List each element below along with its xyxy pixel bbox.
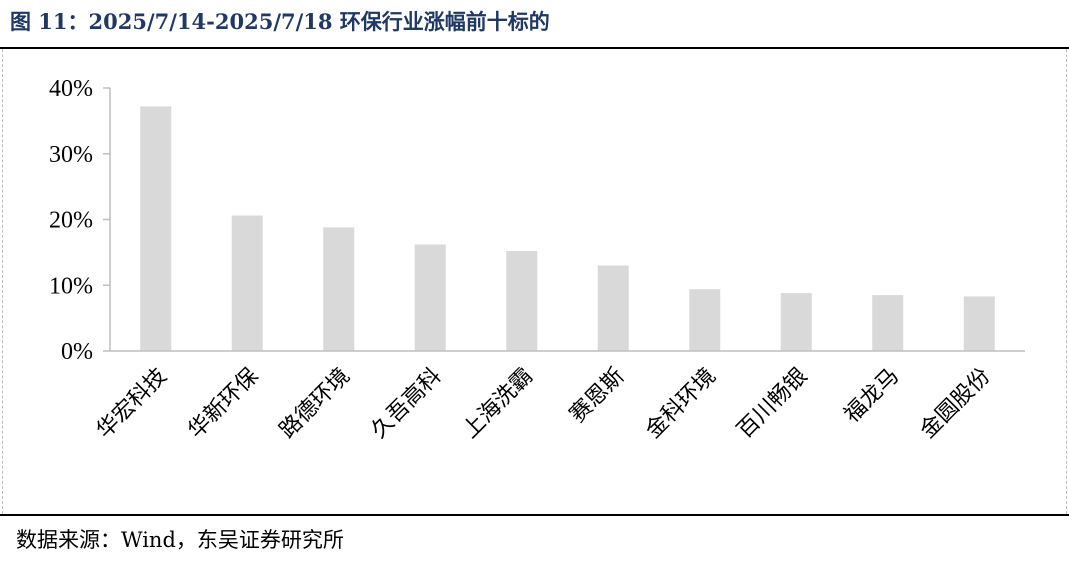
x-category-label: 赛恩斯 xyxy=(565,364,629,428)
bar xyxy=(323,227,355,351)
right-border xyxy=(1066,49,1067,514)
y-tick-label: 0% xyxy=(61,339,93,365)
top-rule xyxy=(0,47,1069,49)
bottom-rule xyxy=(0,514,1069,516)
bar xyxy=(231,215,263,351)
x-category-label: 路德环境 xyxy=(275,364,355,444)
bar xyxy=(872,295,904,351)
x-category-label: 金圆股份 xyxy=(916,364,996,444)
x-category-label: 金科环境 xyxy=(641,364,721,444)
bar xyxy=(414,244,446,351)
y-tick-label: 20% xyxy=(49,208,93,234)
y-tick-label: 30% xyxy=(49,142,93,168)
x-axis: 华宏科技 华新环保 路德环境 久吾高科 上海洗霸 赛恩斯 金科环境 百川畅银 福龙马 金圆股份 xyxy=(92,350,1025,444)
left-border xyxy=(2,49,3,514)
bar-chart: 0% 10% 20% 30% 40% 华宏科技 华新环保 路德环境 久吾高科 上海洗霸 赛恩斯 金科… xyxy=(49,76,1025,444)
x-category-label: 华新环保 xyxy=(184,364,264,444)
y-axis: 0% 10% 20% 30% 40% xyxy=(49,76,111,365)
x-category-label: 华宏科技 xyxy=(92,364,172,444)
figure-title: 图 11：2025/7/14-2025/7/18 环保行业涨幅前十标的 xyxy=(10,9,550,34)
bar xyxy=(689,289,721,351)
y-tick-label: 10% xyxy=(49,273,93,299)
bar xyxy=(140,106,172,351)
bar xyxy=(963,296,995,351)
x-category-label: 福龙马 xyxy=(840,364,904,428)
bar xyxy=(506,251,538,351)
x-category-label: 百川畅银 xyxy=(733,364,813,444)
x-category-label: 上海洗霸 xyxy=(458,364,538,444)
y-tick-label: 40% xyxy=(49,76,93,102)
x-category-label: 久吾高科 xyxy=(367,364,447,444)
bars xyxy=(140,106,995,351)
bar xyxy=(780,293,812,351)
source-note: 数据来源：Wind，东吴证券研究所 xyxy=(16,528,344,552)
bar xyxy=(597,265,629,351)
